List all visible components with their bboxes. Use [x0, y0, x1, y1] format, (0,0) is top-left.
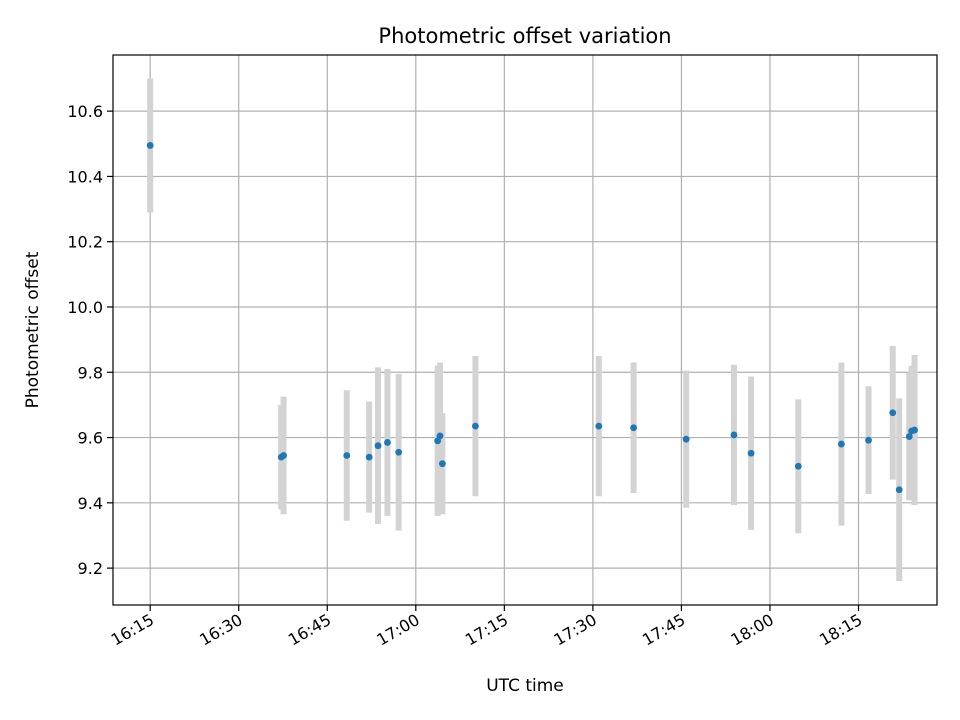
data-point [365, 453, 373, 461]
data-point [794, 462, 802, 470]
data-point [374, 442, 382, 450]
data-points [146, 142, 918, 494]
y-axis-label: Photometric offset [23, 251, 43, 408]
y-tick-label: 10.6 [67, 102, 103, 121]
y-tick-label: 10.0 [67, 298, 103, 317]
data-point [595, 422, 603, 430]
data-point [911, 426, 918, 434]
data-point [865, 436, 872, 444]
data-point [395, 448, 403, 456]
data-point [682, 435, 690, 443]
y-tick-label: 9.2 [78, 559, 103, 578]
data-point [343, 452, 351, 459]
y-tick-label: 10.2 [67, 233, 103, 252]
data-point [905, 433, 913, 440]
chart-title: Photometric offset variation [378, 24, 671, 48]
data-point [630, 424, 638, 432]
x-axis-label: UTC time [486, 676, 564, 696]
y-tick-label: 9.4 [78, 494, 103, 513]
axes-frame [112, 54, 938, 606]
y-tick-label: 10.4 [67, 167, 103, 186]
data-point [747, 449, 755, 457]
y-tick-label: 9.8 [78, 363, 103, 382]
y-tick-label: 9.6 [78, 429, 103, 448]
data-point [730, 431, 738, 439]
data-point [146, 142, 154, 149]
data-point [280, 452, 287, 459]
data-point [895, 486, 903, 494]
data-point [384, 439, 391, 446]
data-point [472, 422, 479, 430]
data-point [889, 409, 897, 417]
data-point [837, 440, 845, 448]
data-point [436, 432, 444, 440]
y-axis-ticks: 9.2 9.4 9.6 9.8 10.0 10.2 10.4 10.6 [67, 102, 113, 578]
data-point [438, 460, 446, 468]
